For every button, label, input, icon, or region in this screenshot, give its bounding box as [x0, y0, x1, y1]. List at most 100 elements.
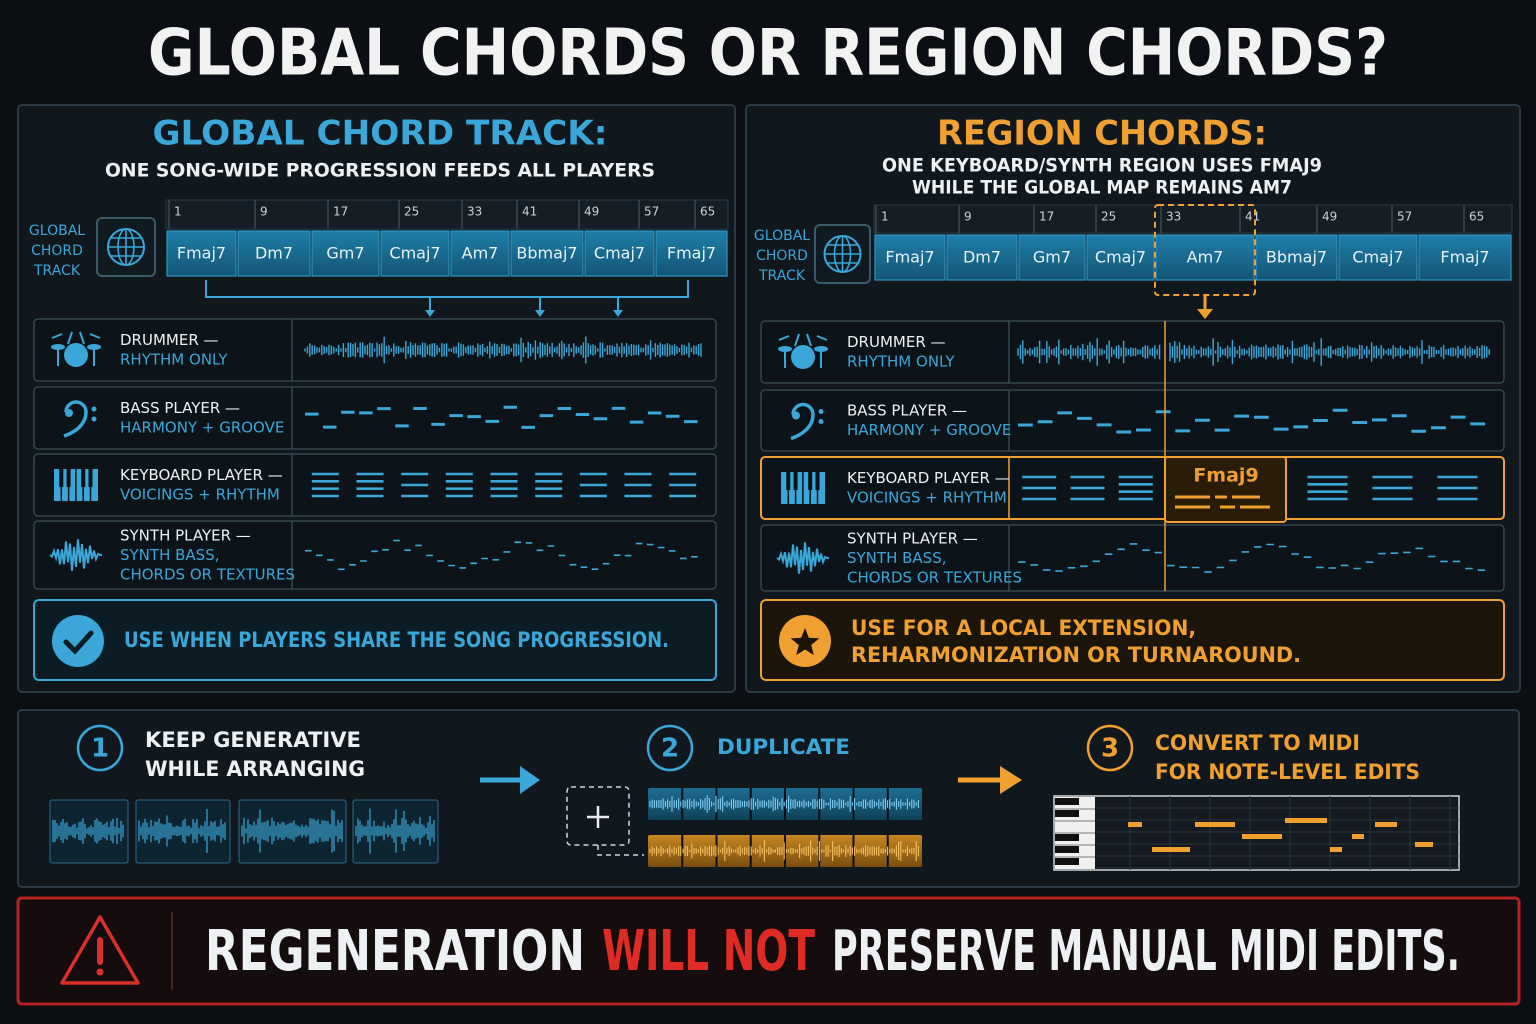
step-text: CONVERT TO MIDI	[1155, 731, 1360, 755]
player-name: DRUMMER —	[120, 331, 219, 349]
player-role: RHYTHM ONLY	[847, 353, 955, 371]
step-circle	[76, 724, 124, 772]
step-text: FOR NOTE-LEVEL EDITS	[1155, 760, 1420, 784]
bar-ruler	[873, 204, 1513, 234]
midi-note	[1415, 842, 1433, 847]
player-name: KEYBOARD PLAYER —	[120, 466, 283, 484]
waveform	[138, 809, 226, 853]
warning-text: REGENERATION	[205, 919, 585, 984]
panel-subheading: ONE KEYBOARD/SYNTH REGION USES FMAJ9	[882, 155, 1322, 177]
bar-number: 1	[174, 205, 182, 219]
chord-cell	[237, 230, 311, 277]
bar-number: 33	[1166, 210, 1181, 224]
note-box	[760, 599, 1505, 681]
track-label: GLOBAL	[754, 228, 810, 244]
chord-cell	[311, 230, 380, 277]
drum-icon	[778, 346, 792, 352]
chord-cell	[584, 230, 655, 277]
piano-black-key	[1055, 798, 1079, 805]
bass-clef-icon	[818, 419, 824, 424]
note-text: REHARMONIZATION OR TURNAROUND.	[851, 643, 1301, 667]
chord-cell	[166, 230, 237, 277]
waveform	[355, 808, 435, 854]
flow-arrow	[1000, 766, 1022, 794]
bar-number: 49	[1322, 210, 1337, 224]
track-label: GLOBAL	[29, 223, 85, 239]
warning-panel	[16, 896, 1521, 1006]
chord-cell	[450, 230, 510, 277]
track-label: CHORD	[31, 243, 83, 259]
track-label: TRACK	[33, 263, 81, 279]
track-label: CHORD	[756, 248, 808, 264]
bar-number: 65	[1469, 210, 1484, 224]
midi-note	[1375, 822, 1397, 827]
plus-icon	[587, 806, 609, 828]
chord-name: Am7	[462, 244, 499, 263]
chord-name: Bbmaj7	[516, 244, 577, 263]
chord-name: Cmaj7	[389, 244, 440, 263]
globe-icon	[824, 236, 861, 272]
keyboard-icon	[786, 472, 820, 490]
player-row	[760, 524, 1505, 592]
player-row	[33, 386, 717, 450]
note-pattern	[305, 405, 698, 429]
chord-name: Cmaj7	[1095, 248, 1146, 267]
bar-number: 1	[881, 210, 889, 224]
chord-cell	[1155, 234, 1255, 281]
warning-text: PRESERVE MANUAL MIDI EDITS.	[832, 919, 1460, 984]
drum-icon	[64, 343, 88, 367]
chord-blocks	[1022, 475, 1153, 501]
waveform	[1017, 338, 1161, 366]
bar-number: 9	[260, 205, 268, 219]
synth-icon	[49, 539, 102, 571]
step-number: 1	[91, 734, 109, 764]
bar-number: 25	[404, 205, 419, 219]
chord-cell	[1418, 234, 1512, 281]
piano-roll	[1053, 795, 1460, 871]
region-chord: Fmaj9	[1193, 465, 1258, 487]
player-name: DRUMMER —	[847, 333, 946, 351]
piano-black-key	[1055, 846, 1079, 853]
bar-number: 9	[964, 210, 972, 224]
player-row	[33, 520, 717, 590]
player-role: VOICINGS + RHYTHM	[120, 486, 280, 504]
note-text: USE WHEN PLAYERS SHARE THE SONG PROGRESS…	[124, 628, 669, 652]
duplicate-box	[566, 786, 630, 846]
piano-black-key	[1055, 810, 1079, 817]
bar-number: 41	[522, 205, 537, 219]
midi-note	[1242, 834, 1282, 839]
synth-pattern	[305, 539, 698, 571]
bass-clef-icon	[65, 409, 73, 417]
check-icon	[63, 630, 94, 655]
chord-cell	[655, 230, 728, 277]
chord-cell	[380, 230, 450, 277]
chord-name: Am7	[1187, 248, 1224, 267]
synth-icon	[776, 542, 829, 574]
player-name: KEYBOARD PLAYER —	[847, 469, 1010, 487]
player-row	[760, 456, 1505, 520]
waveform	[304, 336, 702, 364]
region-notes	[1175, 495, 1270, 509]
midi-note	[1330, 847, 1342, 852]
chord-name: Gm7	[326, 244, 364, 263]
bar-number: 49	[584, 205, 599, 219]
bass-clef-icon	[790, 402, 815, 441]
bass-clef-icon	[792, 411, 800, 420]
star-icon	[790, 628, 820, 656]
waveform	[649, 795, 919, 813]
note-text: USE FOR A LOCAL EXTENSION,	[851, 616, 1196, 640]
chord-cell	[946, 234, 1018, 281]
bar-number: 25	[1101, 210, 1116, 224]
midi-note	[1152, 847, 1190, 852]
warning-emphasis: WILL NOT	[602, 919, 815, 984]
drum-icon	[87, 344, 101, 350]
player-role: HARMONY + GROOVE	[847, 421, 1011, 439]
player-name: BASS PLAYER —	[847, 402, 967, 420]
player-name: BASS PLAYER —	[120, 399, 240, 417]
note-icon	[52, 615, 104, 667]
chord-name: Fmaj7	[1440, 248, 1489, 267]
panel-heading: GLOBAL CHORD TRACK:	[153, 114, 608, 154]
feed-bracket	[205, 280, 689, 315]
panel-heading: REGION CHORDS:	[937, 114, 1267, 154]
